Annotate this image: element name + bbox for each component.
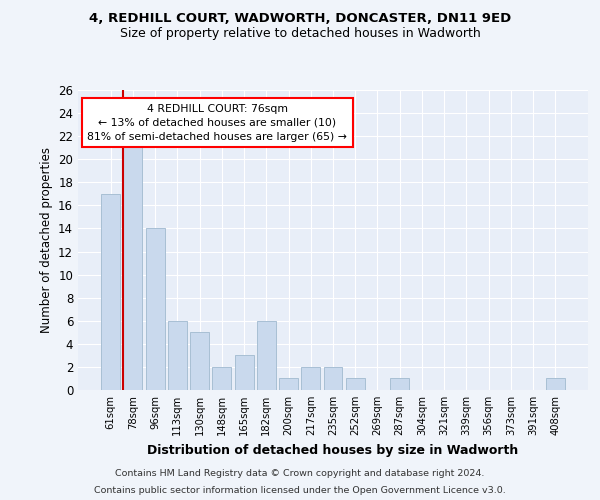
Bar [101, 194, 120, 390]
Text: Contains HM Land Registry data © Crown copyright and database right 2024.: Contains HM Land Registry data © Crown c… [115, 468, 485, 477]
X-axis label: Distribution of detached houses by size in Wadworth: Distribution of detached houses by size … [148, 444, 518, 456]
Bar [124, 136, 142, 390]
Bar [279, 378, 298, 390]
Text: 4, REDHILL COURT, WADWORTH, DONCASTER, DN11 9ED: 4, REDHILL COURT, WADWORTH, DONCASTER, D… [89, 12, 511, 26]
Bar [301, 367, 320, 390]
Text: Contains public sector information licensed under the Open Government Licence v3: Contains public sector information licen… [94, 486, 506, 495]
Bar [323, 367, 343, 390]
Text: Size of property relative to detached houses in Wadworth: Size of property relative to detached ho… [119, 28, 481, 40]
Bar [390, 378, 409, 390]
Bar [346, 378, 365, 390]
Bar [212, 367, 231, 390]
Bar [146, 228, 164, 390]
Text: 4 REDHILL COURT: 76sqm
← 13% of detached houses are smaller (10)
81% of semi-det: 4 REDHILL COURT: 76sqm ← 13% of detached… [88, 104, 347, 142]
Bar [257, 321, 276, 390]
Y-axis label: Number of detached properties: Number of detached properties [40, 147, 53, 333]
Bar [190, 332, 209, 390]
Bar [546, 378, 565, 390]
Bar [235, 356, 254, 390]
Bar [168, 321, 187, 390]
